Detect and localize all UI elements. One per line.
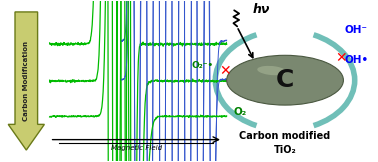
Ellipse shape [257, 66, 287, 75]
Text: O₂⁻•: O₂⁻• [191, 61, 214, 70]
Text: Carbon Modification: Carbon Modification [23, 41, 29, 121]
Text: hν: hν [253, 3, 270, 16]
Text: ✕: ✕ [336, 52, 347, 65]
Text: TiO₂: TiO₂ [274, 145, 296, 155]
Text: Magnetic Field: Magnetic Field [111, 145, 162, 151]
Text: Carbon modified: Carbon modified [239, 131, 331, 141]
Text: O₂: O₂ [233, 107, 246, 117]
Text: OH•: OH• [344, 55, 368, 65]
Text: C: C [276, 68, 294, 92]
Circle shape [227, 55, 343, 105]
Text: ✕: ✕ [219, 64, 231, 78]
Polygon shape [8, 12, 44, 150]
Text: OH⁻: OH⁻ [344, 25, 367, 35]
